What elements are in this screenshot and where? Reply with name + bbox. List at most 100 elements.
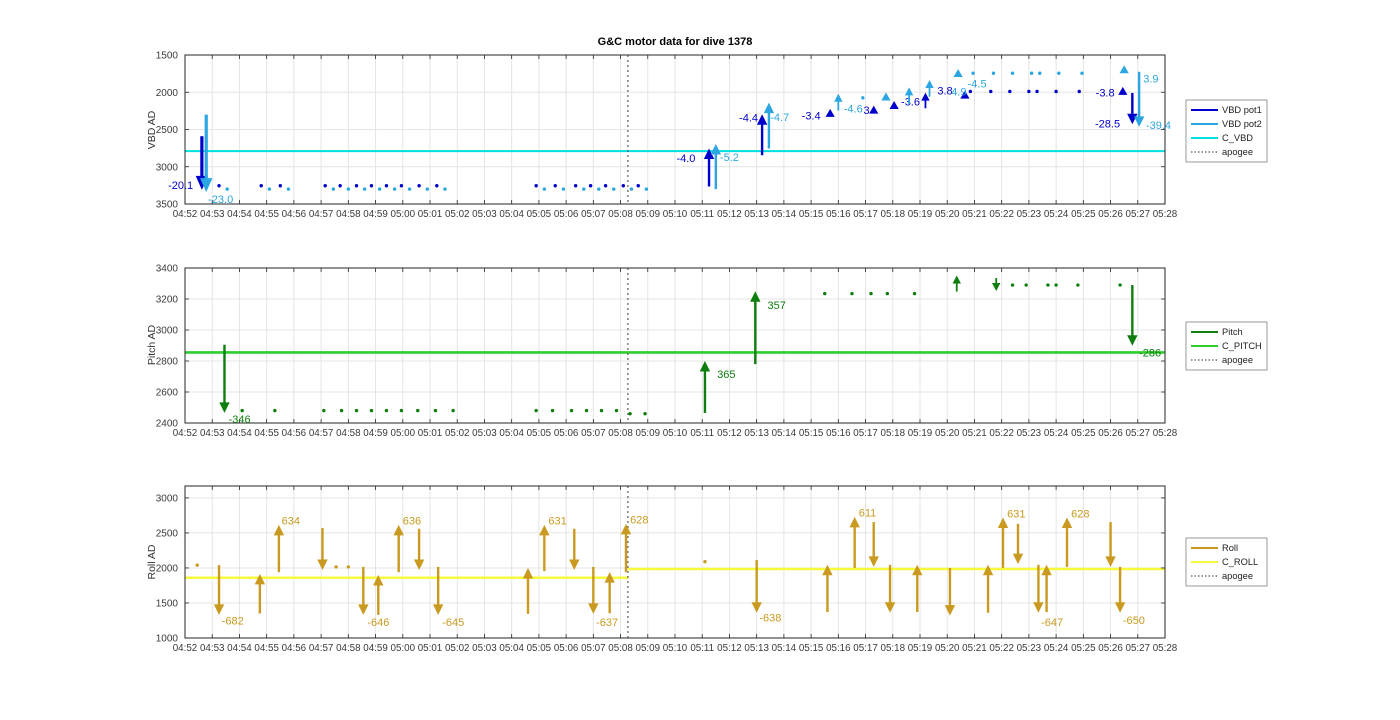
- x-tick-label: 04:53: [200, 428, 225, 439]
- arrow-head: [710, 144, 722, 155]
- x-tick-label: 05:17: [853, 643, 878, 654]
- value-label: -3.6: [901, 97, 920, 109]
- x-tick-label: 05:06: [554, 428, 579, 439]
- data-dot: [703, 559, 707, 564]
- value-label: 3: [864, 105, 870, 117]
- value-label: -23.0: [208, 194, 233, 206]
- arrow-head: [432, 604, 444, 615]
- x-tick-label: 05:06: [554, 209, 579, 220]
- y-tick-label: 1000: [156, 634, 179, 645]
- data-dot: [407, 187, 412, 191]
- x-tick-label: 04:54: [227, 643, 252, 654]
- x-tick-label: 05:13: [744, 428, 769, 439]
- data-dot: [433, 408, 438, 413]
- x-tick-label: 05:14: [772, 209, 797, 220]
- value-label: 628: [630, 515, 648, 527]
- data-dot: [588, 184, 593, 188]
- data-dot: [1010, 71, 1015, 75]
- triangle-marker: [881, 92, 891, 101]
- data-dot: [399, 184, 404, 188]
- data-dot: [644, 187, 649, 191]
- data-dot: [417, 184, 421, 188]
- arrow-head: [992, 282, 1001, 291]
- value-label: -4.5: [968, 78, 987, 90]
- x-tick-label: 05:06: [554, 643, 579, 654]
- data-dot: [584, 408, 589, 413]
- data-dot: [861, 96, 865, 100]
- x-tick-label: 05:20: [935, 209, 960, 220]
- value-label: -650: [1123, 615, 1145, 627]
- y-tick-label: 2500: [156, 528, 179, 539]
- arrow-head: [763, 102, 775, 114]
- x-tick-label: 05:05: [527, 428, 552, 439]
- data-dot: [1077, 89, 1081, 94]
- legend-label: VBD pot2: [1222, 119, 1262, 129]
- x-tick-label: 04:58: [336, 209, 361, 220]
- x-tick-label: 05:27: [1126, 428, 1151, 439]
- value-label: 636: [403, 516, 421, 528]
- arrow-head: [944, 605, 956, 616]
- arrow-head: [884, 602, 896, 613]
- value-label: -3.4: [802, 110, 821, 122]
- x-tick-label: 05:19: [908, 209, 933, 220]
- data-dot: [443, 187, 447, 191]
- data-dot: [384, 184, 389, 188]
- value-label: -4.7: [770, 112, 789, 124]
- arrow-head: [219, 402, 230, 413]
- data-dot: [286, 187, 291, 191]
- x-tick-label: 05:16: [826, 209, 851, 220]
- x-tick-label: 05:28: [1153, 428, 1178, 439]
- data-dot: [569, 408, 574, 413]
- value-label: -5.2: [720, 152, 739, 164]
- x-tick-label: 05:07: [581, 428, 606, 439]
- x-tick-label: 05:01: [418, 428, 443, 439]
- x-tick-label: 05:02: [445, 643, 470, 654]
- x-tick-label: 05:10: [663, 209, 688, 220]
- data-dot: [534, 184, 538, 188]
- x-tick-label: 04:55: [254, 209, 279, 220]
- data-dot: [1035, 89, 1039, 94]
- x-tick-label: 05:28: [1153, 643, 1178, 654]
- arrow-head: [273, 524, 285, 536]
- data-dot: [614, 408, 619, 413]
- x-tick-label: 05:17: [853, 209, 878, 220]
- x-tick-label: 05:28: [1153, 209, 1178, 220]
- y-axis-label-roll: Roll AD: [146, 544, 158, 580]
- data-dot: [603, 184, 608, 188]
- x-tick-label: 04:59: [363, 643, 388, 654]
- value-label: -4.0: [676, 153, 695, 165]
- plot-roll: 04:52 04:53 04:54 04:55 04:56 04:57 04:58 04:59…: [156, 485, 1268, 654]
- x-tick-label: 05:10: [663, 643, 688, 654]
- data-dot: [1010, 283, 1015, 287]
- triangle-marker: [869, 105, 879, 114]
- arrow-head: [1033, 602, 1044, 613]
- x-tick-label: 05:23: [1017, 209, 1042, 220]
- x-tick-label: 05:18: [881, 209, 906, 220]
- x-tick-label: 05:08: [608, 428, 633, 439]
- data-dot: [369, 184, 374, 188]
- arrow-head: [699, 361, 711, 372]
- data-dot: [195, 563, 199, 567]
- x-tick-label: 05:19: [908, 428, 933, 439]
- data-dot: [1054, 89, 1058, 94]
- arrow-head: [834, 93, 843, 102]
- x-tick-label: 05:13: [744, 209, 769, 220]
- x-tick-label: 05:21: [962, 209, 987, 220]
- value-label: 631: [548, 516, 566, 528]
- arrow-head: [849, 516, 860, 528]
- arrow-head: [373, 574, 384, 586]
- y-tick-label: 2000: [156, 88, 179, 99]
- data-dot: [885, 291, 890, 296]
- value-label: 3.8: [937, 85, 952, 97]
- arrow-head: [254, 573, 266, 585]
- arrow-head: [200, 178, 213, 193]
- arrow-head: [1127, 335, 1138, 346]
- value-label: -637: [596, 617, 618, 629]
- x-tick-label: 05:16: [826, 643, 851, 654]
- x-tick-label: 05:12: [717, 428, 742, 439]
- data-dot: [354, 408, 359, 413]
- x-tick-label: 05:00: [391, 209, 416, 220]
